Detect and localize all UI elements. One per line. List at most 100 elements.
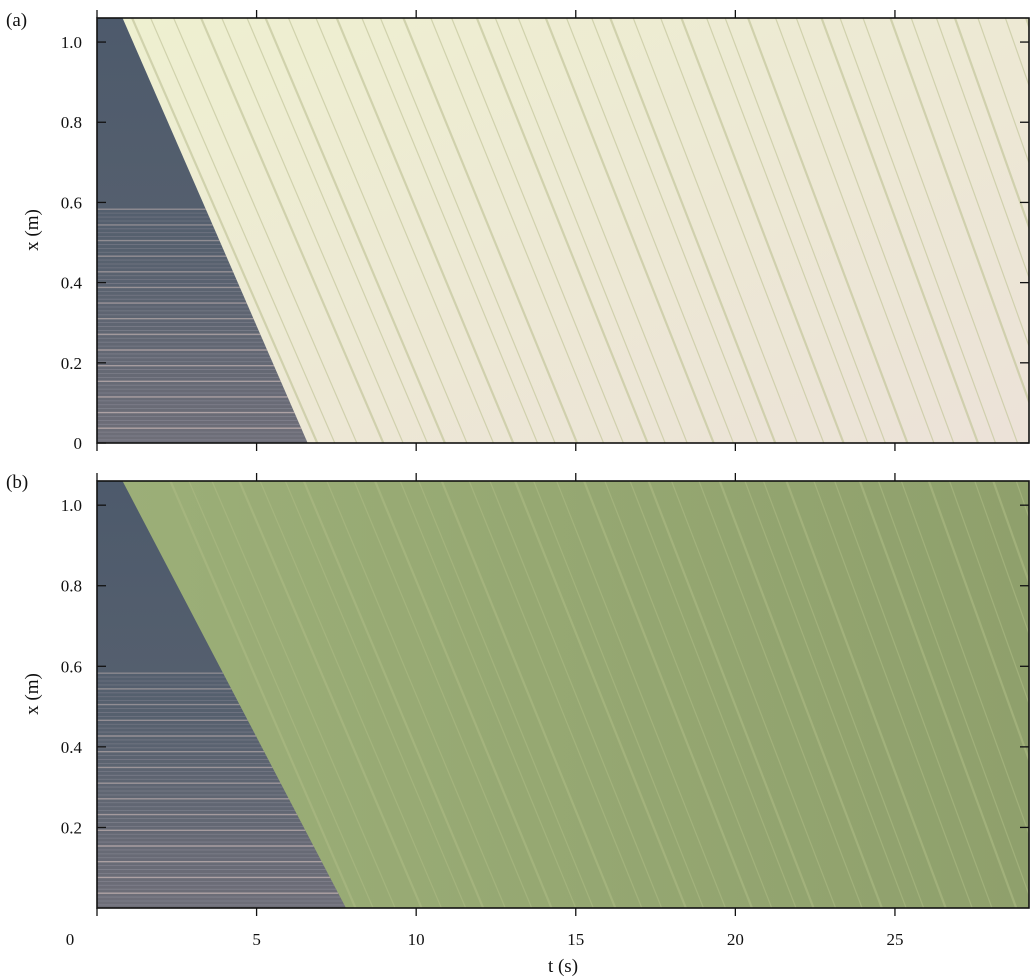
streak-line [583, 481, 753, 908]
streak-line [670, 481, 837, 908]
streak-line [604, 481, 773, 908]
streak-line [284, 481, 467, 908]
streak-line [361, 18, 539, 443]
streak-line [718, 481, 883, 908]
streak-line [544, 18, 715, 443]
streak-line [795, 18, 955, 443]
streak-line [514, 481, 687, 908]
y-tick-label: 1.0 [61, 33, 82, 52]
x-tick-label: 10 [408, 930, 425, 949]
streak-line [399, 481, 577, 908]
x-axis-label: t (s) [548, 956, 578, 977]
y-tick-label: 1.0 [61, 496, 82, 515]
y-tick-label: 0.8 [61, 113, 82, 132]
streak-line [489, 481, 663, 908]
streak-line [591, 18, 759, 443]
streak-line [632, 18, 798, 443]
streak-line [556, 481, 727, 908]
panel-b: (b) 1.0 0.8 0.6 0.4 0.2 x (m) 0 5 10 15 20 25 t (… [6, 472, 1030, 977]
streak-line [862, 18, 1019, 443]
streak-line [724, 18, 886, 443]
streak-line [494, 18, 666, 443]
streak-line [246, 18, 428, 443]
streak-line [188, 481, 374, 908]
streak-line [468, 481, 643, 908]
y-tick-label: 0.4 [61, 738, 83, 757]
streak-line [264, 18, 446, 443]
streak-line [402, 18, 579, 443]
x-tick-label: 0 [66, 930, 75, 949]
heatmap-b [97, 481, 1029, 908]
streak-line [974, 481, 1029, 636]
y-axis-a: 1.0 0.8 0.6 0.4 0.2 0 [61, 33, 1029, 453]
streak-line [935, 18, 1029, 280]
streak-line [173, 18, 358, 443]
streak-line [609, 18, 777, 443]
x-ticks-a [96, 10, 896, 451]
streak-line [744, 481, 907, 908]
x-tick-label: 5 [252, 930, 261, 949]
panel-a: (a) 1.0 0.8 0.6 0.4 0.2 0 x (m) [6, 10, 1030, 453]
x-tick-label: 25 [886, 930, 903, 949]
streak-line [877, 481, 1029, 897]
plot-frame-b [96, 480, 1030, 909]
streak-line [813, 481, 973, 908]
streak-line [221, 18, 404, 443]
x-tick-label: 15 [567, 930, 584, 949]
streak-line [150, 18, 336, 443]
y-tick-label: 0.2 [61, 818, 82, 837]
streak-line [302, 481, 485, 908]
streak-line [517, 18, 688, 443]
streak-line [762, 481, 925, 908]
dark-region-a [97, 18, 308, 443]
y-tick-label: 0.6 [61, 193, 82, 212]
streak-line [900, 481, 1029, 836]
panel-label-a: (a) [6, 10, 27, 31]
y-tick-label: 0.2 [61, 354, 82, 373]
streak-line [629, 481, 797, 908]
streak-line [706, 18, 869, 443]
x-tick-labels: 0 5 10 15 20 25 [66, 930, 904, 949]
streak-line [379, 18, 556, 443]
streak-line [953, 18, 1029, 231]
streak-line [647, 481, 815, 908]
streak-line [680, 18, 845, 443]
streak-line [775, 18, 935, 443]
streak-line [820, 18, 979, 443]
y-tick-label: 0 [74, 434, 83, 453]
streak-line [910, 18, 1029, 348]
streak-line [259, 481, 442, 908]
streak-line [785, 481, 947, 908]
streak-line [430, 18, 605, 443]
streak-line [418, 481, 594, 908]
x-tick-label: 20 [727, 930, 744, 949]
streak-line [211, 481, 396, 908]
streak-line [992, 481, 1029, 586]
streak-line [839, 18, 997, 443]
streaks-b [169, 481, 1029, 908]
streak-line [451, 18, 624, 443]
streak-line [927, 481, 1029, 763]
streak-line [131, 18, 319, 443]
streak-line [948, 481, 1029, 706]
y-axis-label-a: x (m) [22, 209, 43, 251]
streak-line [353, 481, 533, 908]
streaks-a [131, 18, 1029, 443]
streak-line [315, 18, 494, 443]
streak-line [373, 481, 553, 908]
plot-frame-a [96, 17, 1030, 444]
streak-line [698, 481, 863, 908]
y-tick-label: 0.4 [61, 274, 83, 293]
y-tick-label: 0.6 [61, 657, 82, 676]
heatmap-a [97, 18, 1029, 443]
streak-line [858, 481, 1018, 908]
y-axis-label-b: x (m) [22, 673, 43, 715]
streak-line [747, 18, 909, 443]
streak-line [533, 481, 704, 908]
y-axis-b: 1.0 0.8 0.6 0.4 0.2 [61, 496, 1029, 837]
streak-line [440, 481, 617, 908]
dark-region [97, 481, 346, 908]
dark-region [97, 18, 308, 443]
streak-line [834, 481, 993, 908]
streak-line [565, 18, 734, 443]
